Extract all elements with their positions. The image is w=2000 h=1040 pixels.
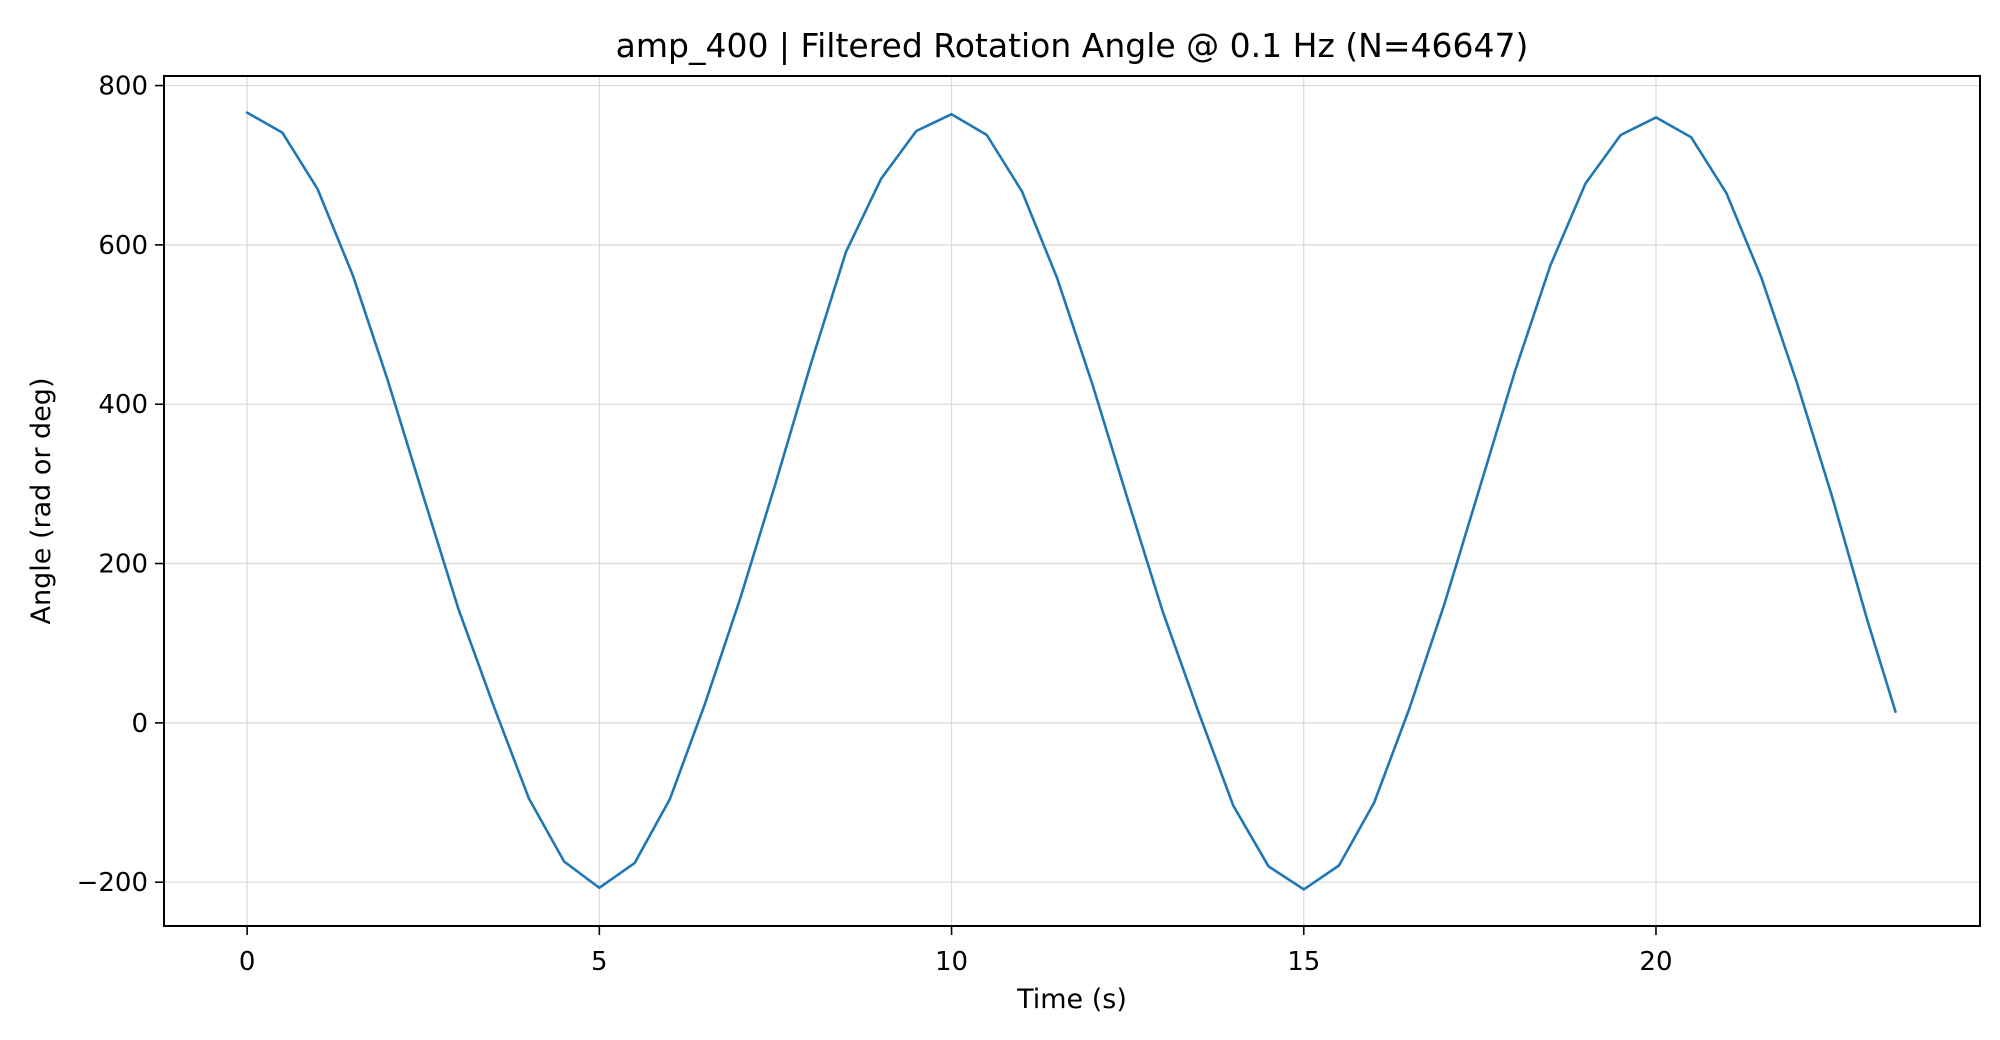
y-axis-ticks: −200 0 200 400 600 800: [77, 72, 164, 898]
plot-area-frame: [163, 75, 1981, 927]
y-tick-label: 200: [98, 550, 148, 580]
y-axis-label: Angle (rad or deg): [26, 378, 57, 625]
x-axis-ticks: 0 5 10 15 20: [239, 926, 1673, 977]
series-line: [245, 111, 1897, 891]
series-layer: [245, 111, 1897, 891]
y-tick-label: 600: [98, 231, 148, 261]
chart-title: amp_400 | Filtered Rotation Angle @ 0.1 …: [616, 26, 1529, 65]
x-tick-label: 20: [1639, 947, 1672, 977]
x-tick-label: 15: [1287, 947, 1320, 977]
y-tick-label: 800: [98, 72, 148, 102]
x-tick-label: 0: [239, 947, 256, 977]
x-axis-label: Time (s): [1016, 984, 1127, 1015]
y-tick-label: 0: [131, 709, 148, 739]
x-tick-label: 10: [935, 947, 968, 977]
grid-lines: [164, 76, 1980, 926]
y-tick-label: −200: [77, 868, 148, 898]
x-tick-label: 5: [591, 947, 608, 977]
y-tick-label: 400: [98, 390, 148, 420]
